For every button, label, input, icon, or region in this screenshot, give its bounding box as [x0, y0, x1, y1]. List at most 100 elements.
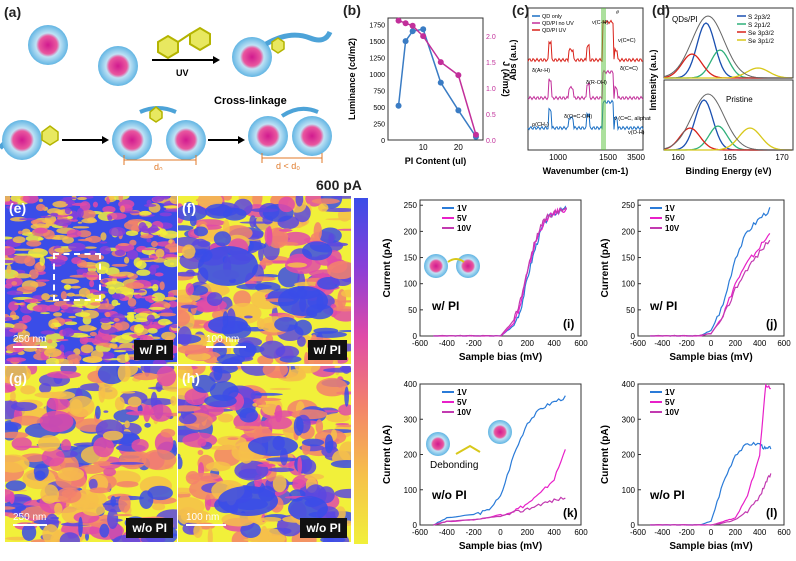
- x-tick-label: -200: [466, 339, 483, 348]
- afm-speckle: [187, 472, 221, 481]
- afm-speckle: [10, 217, 28, 222]
- afm-speckle: [34, 227, 48, 234]
- plot-frame: [637, 383, 785, 526]
- afm-speckle: [119, 450, 147, 470]
- iv-curve-10V: [433, 496, 566, 526]
- x-tick-label: -600: [412, 339, 429, 348]
- afm-speckle: [126, 410, 154, 416]
- panel-d: (d) QDs/PI Pristine S 2p3/2 S 2p1/2 Se 3p3/2…: [648, 0, 796, 185]
- plot-frame: [527, 7, 644, 151]
- afm-speckle: [344, 386, 349, 407]
- afm-speckle: [5, 480, 26, 491]
- afm-speckle: [20, 385, 36, 395]
- afm-speckle: [17, 330, 31, 339]
- x-axis-label: Sample bias (mV): [459, 541, 542, 552]
- current-colorbar: [354, 198, 368, 544]
- afm-speckle: [64, 321, 78, 326]
- afm-speckle: [327, 260, 351, 280]
- afm-image-h: (h) 100 nm w/o PI: [178, 366, 351, 542]
- afm-speckle: [99, 245, 112, 255]
- y2-tick-label: 1.5: [486, 60, 496, 67]
- afm-speckle: [105, 267, 120, 276]
- afm-speckle: [222, 207, 247, 221]
- afm-speckle: [102, 430, 124, 441]
- afm-speckle: [62, 196, 77, 200]
- y-tick-label: 250: [373, 122, 385, 129]
- plot-frame: [419, 383, 582, 526]
- afm-speckle: [294, 366, 321, 374]
- afm-speckle: [41, 448, 65, 467]
- afm-speckle: [130, 290, 146, 293]
- afm-speckle: [149, 404, 172, 422]
- afm-speckle: [127, 297, 137, 307]
- x-tick-label: 0: [709, 528, 714, 537]
- afm-speckle: [99, 241, 108, 244]
- y-tick-label: 250: [404, 201, 418, 210]
- panel-tag: w/ PI: [431, 299, 459, 313]
- afm-speckle: [12, 236, 26, 244]
- x-tick-label: 600: [777, 528, 791, 537]
- afm-f-badge: w/ PI: [307, 340, 347, 360]
- data-point-j: [472, 131, 479, 138]
- afm-speckle: [151, 292, 166, 303]
- afm-image-f: (f) 100 nm w/ PI: [178, 196, 351, 364]
- afm-speckle: [80, 209, 96, 220]
- afm-speckle: [82, 503, 106, 517]
- afm-speckle: [78, 325, 96, 332]
- qd-particle-inset: [424, 254, 448, 278]
- afm-speckle: [50, 323, 55, 329]
- afm-speckle: [108, 226, 126, 237]
- afm-speckle: [297, 336, 306, 347]
- afm-speckle: [5, 454, 30, 473]
- afm-speckle: [178, 344, 210, 355]
- spectrum-annotation: ν(C=C): [618, 38, 636, 44]
- y-tick-label: 0: [631, 332, 636, 341]
- afm-speckle: [157, 318, 171, 326]
- afm-speckle: [79, 201, 91, 211]
- spectrum-annotation: δ(R-OH): [586, 80, 607, 86]
- afm-speckle: [37, 237, 44, 241]
- afm-speckle: [71, 257, 82, 265]
- uv-label: UV: [176, 68, 189, 78]
- afm-speckle: [66, 229, 82, 238]
- afm-speckle: [78, 516, 83, 538]
- x-tick-label: -400: [654, 339, 671, 348]
- x-tick-label: 400: [547, 339, 561, 348]
- afm-speckle: [313, 327, 339, 334]
- afm-speckle: [5, 422, 22, 431]
- afm-speckle: [299, 458, 317, 475]
- afm-speckle: [93, 461, 113, 467]
- panel-label: (j): [766, 317, 777, 331]
- legend-label: 10V: [665, 224, 680, 233]
- data-point-j: [420, 33, 427, 40]
- afm-g-scalebar: 250 nm: [13, 512, 47, 526]
- afm-speckle: [139, 257, 155, 261]
- afm-speckle: [163, 258, 177, 268]
- panel-d-chart: QDs/PI Pristine S 2p3/2S 2p1/2Se 3p3/2Se 3…: [648, 7, 794, 176]
- panel-d-label: (d): [652, 2, 670, 18]
- afm-speckle: [193, 524, 203, 538]
- afm-speckle: [178, 366, 193, 380]
- afm-speckle: [5, 366, 32, 384]
- iv-curve-10V: [650, 473, 772, 526]
- afm-speckle: [13, 273, 32, 279]
- afm-speckle: [152, 283, 159, 292]
- afm-speckle: [126, 249, 139, 260]
- afm-speckle: [141, 449, 177, 471]
- pi-molecule-icon: [157, 26, 211, 60]
- afm-speckle: [120, 205, 126, 213]
- afm-speckle: [68, 242, 86, 252]
- afm-speckle: [293, 416, 304, 436]
- y-tick-label: 100: [622, 280, 636, 289]
- afm-speckle: [92, 201, 99, 208]
- afm-speckle: [5, 502, 27, 513]
- legend-label: 1V: [665, 388, 675, 397]
- afm-speckle: [107, 508, 119, 530]
- afm-speckle: [324, 434, 334, 454]
- afm-speckle: [323, 367, 351, 373]
- x-axis-label: Sample bias (mV): [459, 352, 542, 363]
- afm-speckle: [53, 312, 63, 317]
- afm-speckle: [118, 196, 124, 202]
- x-tick-label: 400: [753, 339, 767, 348]
- x-tick-label: 10: [419, 143, 428, 152]
